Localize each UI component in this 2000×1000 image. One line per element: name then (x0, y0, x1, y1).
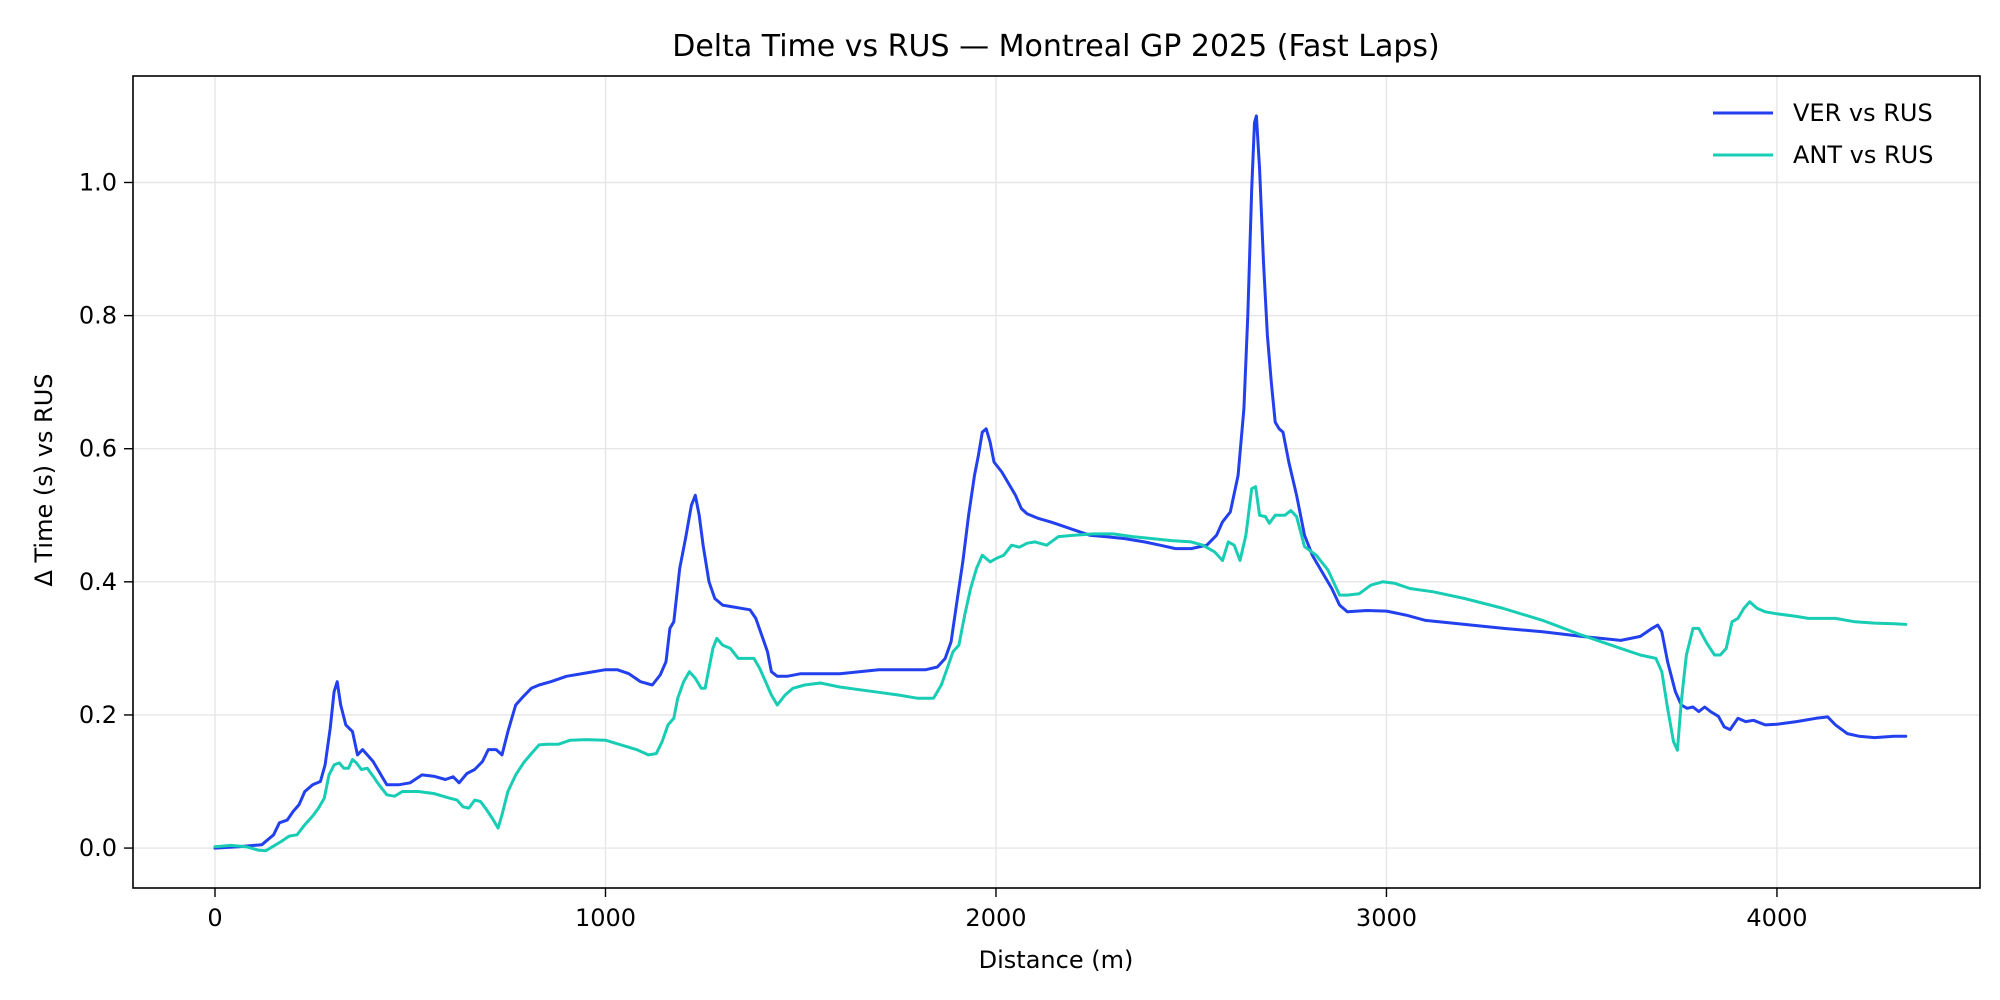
x-tick-label: 2000 (965, 904, 1026, 932)
legend: VER vs RUS ANT vs RUS (1713, 99, 1933, 169)
x-tick-label: 3000 (1356, 904, 1417, 932)
x-tick-label: 0 (207, 904, 222, 932)
y-tick-label: 0.4 (79, 568, 117, 596)
series-line-2 (213, 485, 1908, 853)
x-tick-label: 4000 (1746, 904, 1807, 932)
x-tick-label: 1000 (575, 904, 636, 932)
y-tick-label: 0.0 (79, 834, 117, 862)
y-tick-label: 1.0 (79, 168, 117, 196)
axis-ticks: 0 1000 2000 3000 4000 0.0 0.2 0.4 0.6 0.8 1.0 (79, 168, 1808, 932)
x-axis-label: Distance (m) (979, 946, 1134, 974)
grid (133, 76, 1980, 888)
plot-frame (132, 75, 1981, 889)
y-axis-label: Δ Time (s) vs RUS (30, 373, 58, 586)
series-lines (213, 114, 1908, 853)
series-line-1 (213, 114, 1908, 850)
legend-label-1: VER vs RUS (1793, 99, 1933, 127)
y-tick-label: 0.6 (79, 435, 117, 463)
legend-label-2: ANT vs RUS (1793, 141, 1933, 169)
chart-title: Delta Time vs RUS — Montreal GP 2025 (Fa… (672, 29, 1440, 64)
y-tick-label: 0.8 (79, 302, 117, 330)
y-tick-label: 0.2 (79, 701, 117, 729)
